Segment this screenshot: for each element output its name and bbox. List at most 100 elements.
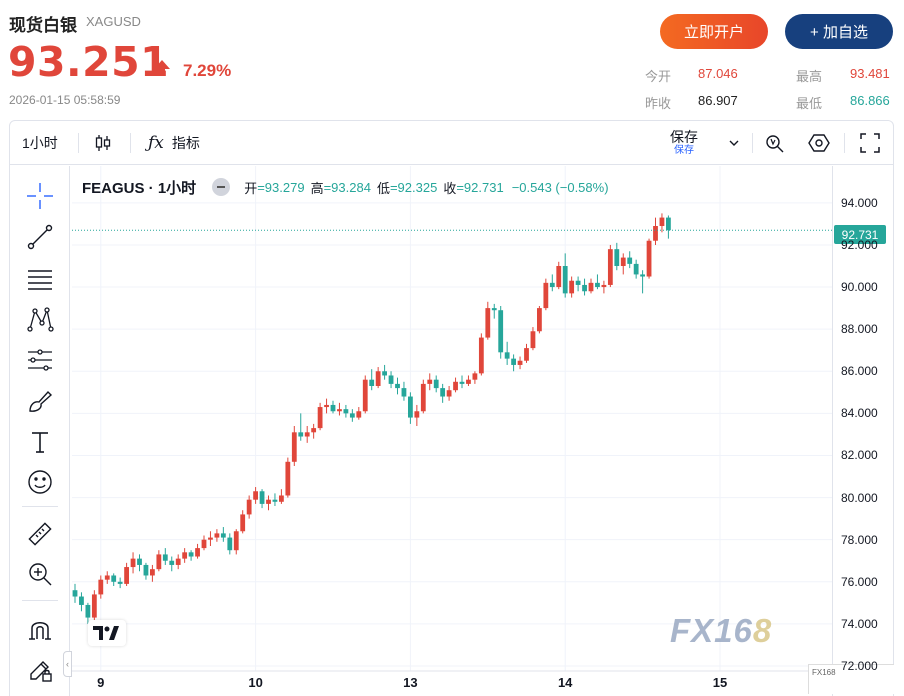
last-price: 93.251	[8, 38, 170, 86]
prev-close-value: 86.907	[698, 93, 738, 108]
price-axis-label: 90.000	[841, 280, 878, 295]
candle	[324, 398, 329, 414]
candle	[440, 383, 446, 403]
candle	[582, 278, 587, 296]
lock-drawings-icon[interactable]	[24, 654, 56, 686]
chart-legend: FEAGUS · 1小时 开 =93.279 高 =93.284 低 =92.3…	[82, 177, 609, 197]
save-dropdown-chevron-icon[interactable]	[728, 121, 740, 165]
toolbar-collapse-chevron-icon[interactable]: ‹	[63, 651, 72, 677]
low-label: 最低	[796, 96, 823, 111]
settings-hexagon-icon[interactable]	[808, 121, 830, 165]
candle	[182, 548, 188, 563]
candle	[375, 367, 381, 389]
instrument-name: 现货白银	[9, 16, 77, 35]
pattern-icon[interactable]	[24, 303, 56, 335]
candle	[569, 276, 575, 298]
quote-timestamp: 2026-01-15 05:58:59	[9, 93, 121, 107]
trend-line-icon[interactable]	[24, 221, 56, 253]
candle	[466, 375, 471, 386]
legend-low-label: 低	[376, 180, 390, 196]
candle	[195, 543, 200, 559]
candle	[317, 402, 323, 431]
candle	[304, 426, 310, 443]
candle	[298, 413, 304, 441]
candle	[356, 407, 362, 420]
price-axis-label: 74.000	[841, 616, 878, 631]
interval-selector[interactable]: 1小时	[22, 135, 58, 151]
indicators-button[interactable]: ƒx 指标	[148, 121, 200, 165]
candle	[478, 333, 484, 376]
save-label: 保存	[670, 128, 698, 145]
brush-icon[interactable]	[24, 385, 56, 417]
candle	[175, 554, 181, 570]
candle	[337, 402, 342, 416]
candle	[633, 259, 639, 279]
candle	[285, 457, 291, 498]
candle-type-icon[interactable]	[94, 121, 112, 165]
candle	[453, 377, 458, 393]
toolbar-divider	[78, 133, 79, 153]
fullscreen-icon[interactable]	[860, 121, 880, 165]
candle	[150, 564, 155, 582]
candle	[427, 373, 433, 391]
save-button[interactable]: 保存 保存	[670, 121, 698, 165]
emoji-icon[interactable]	[24, 466, 56, 498]
price-axis-label: 82.000	[841, 448, 878, 463]
fib-retracement-icon[interactable]	[24, 344, 56, 376]
horizontal-lines-icon[interactable]	[24, 262, 56, 294]
corner-badge: FX168	[808, 664, 894, 694]
candle	[124, 562, 129, 586]
add-watchlist-button[interactable]: + 加自选	[785, 14, 893, 49]
candle	[433, 375, 439, 393]
candle	[311, 423, 317, 439]
candle	[607, 244, 613, 288]
candle	[472, 371, 478, 384]
candle	[401, 381, 407, 401]
crosshair-icon[interactable]	[24, 180, 56, 212]
candle	[659, 213, 665, 233]
candle	[459, 375, 465, 389]
ruler-icon[interactable]	[24, 518, 56, 550]
legend-collapse-icon[interactable]	[212, 178, 231, 196]
candle	[98, 575, 104, 599]
candle	[104, 571, 110, 584]
candle	[511, 354, 516, 372]
function-icon: ƒx	[148, 133, 164, 153]
candle	[549, 274, 555, 292]
candle	[130, 552, 136, 574]
price-axis-label: 72.000	[841, 659, 878, 673]
indicators-label: 指标	[171, 135, 200, 151]
zoom-in-icon[interactable]	[24, 558, 56, 590]
high-label: 最高	[796, 69, 823, 84]
magnet-icon[interactable]	[24, 613, 56, 645]
text-tool-icon[interactable]	[24, 426, 56, 458]
tradingview-logo-icon[interactable]	[88, 620, 126, 646]
legend-high-label: 高	[310, 180, 324, 196]
instrument-code: XAGUSD	[86, 14, 141, 29]
toolbar-divider	[752, 133, 753, 153]
candle	[543, 278, 549, 311]
candle	[169, 556, 175, 572]
candle	[162, 548, 168, 565]
candle	[272, 493, 278, 506]
watermark-accent: 8	[752, 612, 773, 649]
toolbar-divider	[22, 506, 58, 507]
open-account-button[interactable]: 立即开户	[660, 14, 768, 49]
low-value: 86.866	[850, 93, 890, 108]
price-axis-label: 92.000	[841, 237, 878, 252]
save-sub-label: 保存	[674, 145, 694, 157]
candle	[266, 495, 271, 511]
candle	[575, 276, 581, 292]
candle	[111, 573, 117, 586]
candle	[227, 533, 233, 555]
candle	[349, 409, 355, 422]
candle	[408, 392, 413, 424]
candle	[504, 341, 510, 365]
price-axis-label: 88.000	[841, 322, 878, 337]
quick-search-icon[interactable]	[764, 121, 786, 165]
change-percent: 7.29%	[183, 61, 232, 80]
price-axis-label: 76.000	[841, 574, 878, 589]
candlestick-chart[interactable]: 9 10 13 14 15	[72, 166, 832, 696]
legend-low-value: =92.325	[389, 179, 438, 195]
candle	[143, 562, 149, 580]
